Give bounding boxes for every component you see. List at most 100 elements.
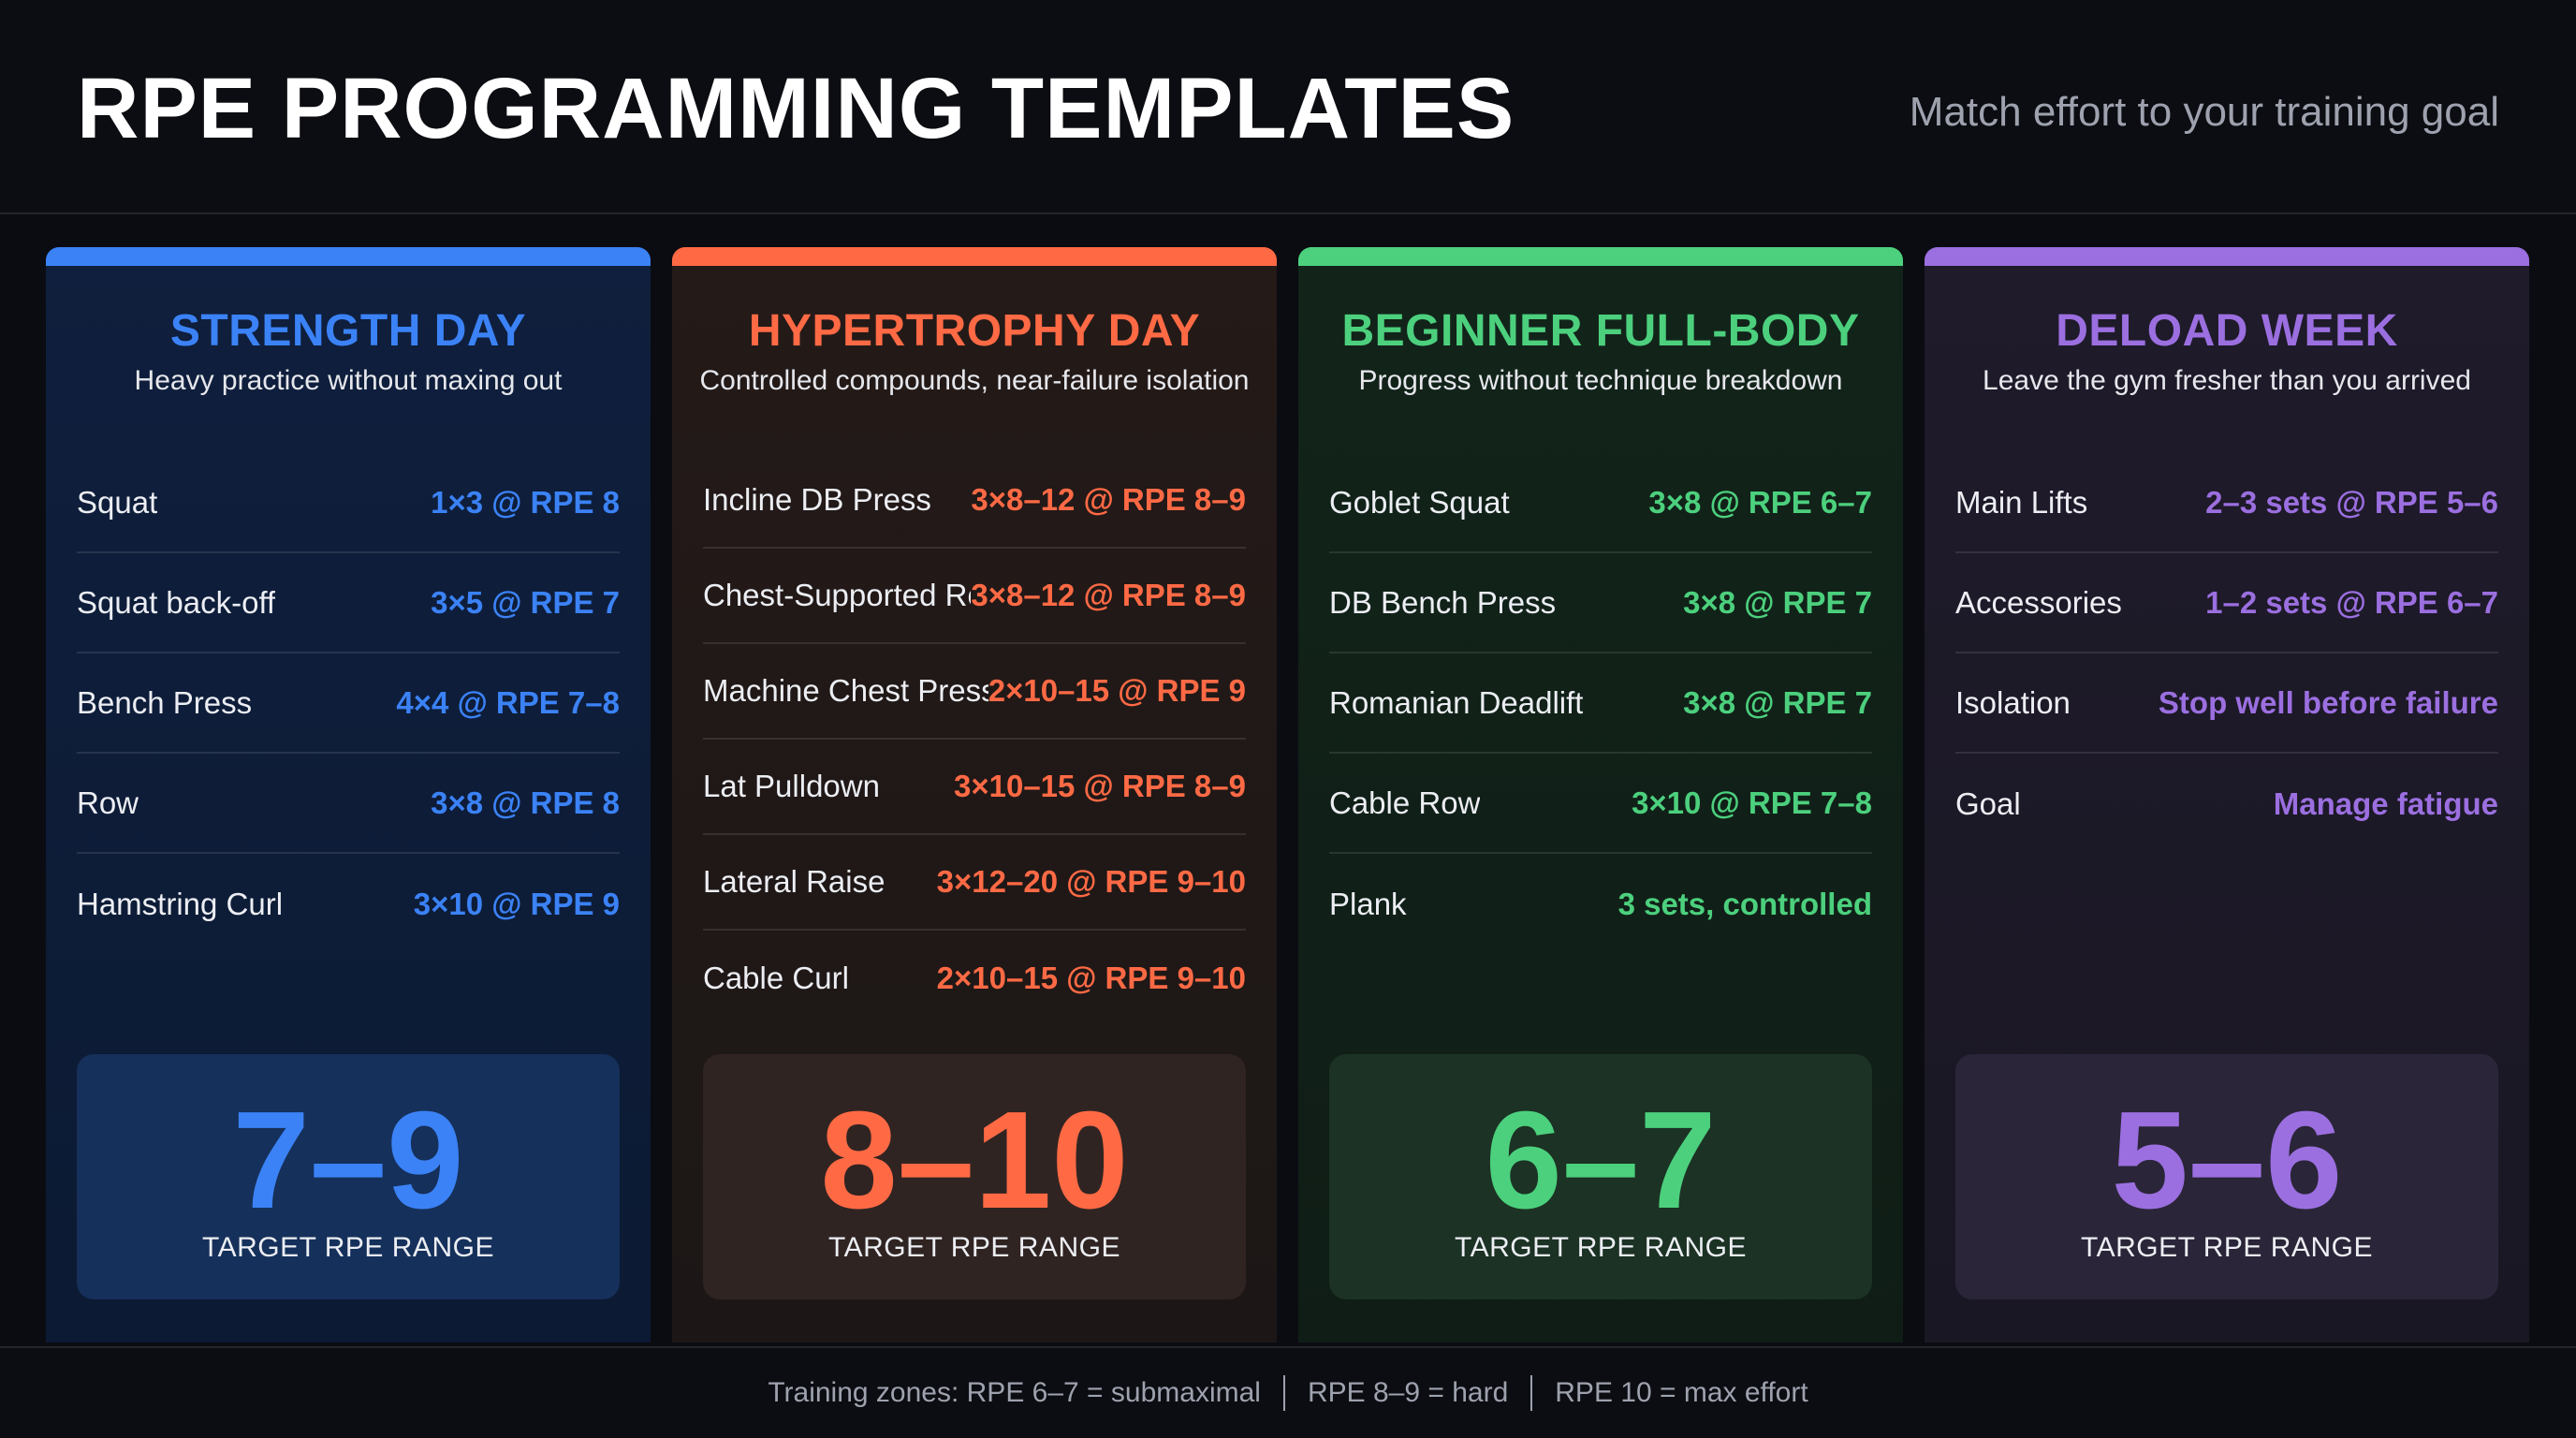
card-beginner-full-body: BEGINNER FULL-BODY Progress without tech…: [1298, 247, 1903, 1343]
rpe-range-box: 8–10 TARGET RPE RANGE: [703, 1054, 1246, 1299]
template-cards: STRENGTH DAY Heavy practice without maxi…: [46, 247, 2530, 1343]
exercise-name: Row: [77, 785, 139, 820]
exercise-prescription: 3×8 @ RPE 8: [431, 785, 620, 820]
exercise-row: Row 3×8 @ RPE 8: [77, 754, 620, 854]
page-header: RPE PROGRAMMING TEMPLATES Match effort t…: [0, 0, 2576, 214]
exercise-name: Hamstring Curl: [77, 886, 284, 921]
exercise-prescription: 2–3 sets @ RPE 5–6: [2205, 484, 2498, 520]
exercise-name: Goblet Squat: [1329, 484, 1510, 520]
exercise-row: Lateral Raise 3×12–20 @ RPE 9–10: [703, 835, 1246, 931]
exercise-prescription: 3×8 @ RPE 7: [1683, 684, 1872, 720]
exercise-name: Romanian Deadlift: [1329, 684, 1584, 720]
exercise-row: Squat 1×3 @ RPE 8: [77, 453, 620, 553]
rpe-range-label: TARGET RPE RANGE: [202, 1232, 494, 1263]
rpe-range-value: 7–9: [232, 1083, 464, 1238]
exercise-prescription: 3×10 @ RPE 9: [413, 886, 620, 921]
card-hypertrophy-day: HYPERTROPHY DAY Controlled compounds, ne…: [672, 247, 1277, 1343]
rpe-range-box: 7–9 TARGET RPE RANGE: [77, 1054, 620, 1299]
exercise-prescription: 3×8 @ RPE 6–7: [1648, 484, 1872, 520]
exercise-prescription: 1–2 sets @ RPE 6–7: [2205, 584, 2498, 620]
exercise-prescription: 3×8–12 @ RPE 8–9: [971, 482, 1246, 517]
exercise-row: Goal Manage fatigue: [1955, 754, 2498, 854]
exercise-prescription: 3 sets, controlled: [1617, 886, 1872, 921]
exercise-prescription: 3×10 @ RPE 7–8: [1632, 785, 1872, 820]
footer-divider: [1530, 1375, 1533, 1411]
footer-divider: [1282, 1375, 1285, 1411]
card-strength-day: STRENGTH DAY Heavy practice without maxi…: [46, 247, 651, 1343]
card-title: HYPERTROPHY DAY: [748, 306, 1201, 356]
exercise-name: Main Lifts: [1955, 484, 2088, 520]
card-deload-week: DELOAD WEEK Leave the gym fresher than y…: [1925, 247, 2529, 1343]
exercise-name: Cable Row: [1329, 785, 1481, 820]
exercise-list: Squat 1×3 @ RPE 8 Squat back-off 3×5 @ R…: [77, 453, 620, 954]
footer-zone-max: RPE 10 = max effort: [1555, 1377, 1808, 1408]
page-title: RPE PROGRAMMING TEMPLATES: [77, 61, 1515, 156]
rpe-range-box: 6–7 TARGET RPE RANGE: [1329, 1054, 1872, 1299]
rpe-range-value: 5–6: [2111, 1083, 2343, 1238]
exercise-row: Cable Row 3×10 @ RPE 7–8: [1329, 754, 1872, 854]
rpe-range-label: TARGET RPE RANGE: [828, 1232, 1120, 1263]
footer-zone-hard: RPE 8–9 = hard: [1307, 1377, 1509, 1408]
footer-zone-submaximal: Training zones: RPE 6–7 = submaximal: [768, 1377, 1261, 1408]
exercise-name: Lat Pulldown: [703, 769, 880, 803]
exercise-prescription: 4×4 @ RPE 7–8: [396, 684, 620, 720]
card-title: STRENGTH DAY: [169, 306, 527, 356]
exercise-row: Main Lifts 2–3 sets @ RPE 5–6: [1955, 453, 2498, 553]
exercise-row: Romanian Deadlift 3×8 @ RPE 7: [1329, 653, 1872, 754]
exercise-row: Machine Chest Press 2×10–15 @ RPE 9: [703, 644, 1246, 740]
exercise-row: Squat back-off 3×5 @ RPE 7: [77, 553, 620, 653]
exercise-row: Cable Curl 2×10–15 @ RPE 9–10: [703, 931, 1246, 1026]
exercise-name: Squat back-off: [77, 584, 276, 620]
card-title: BEGINNER FULL-BODY: [1341, 306, 1860, 356]
exercise-row: Lat Pulldown 3×10–15 @ RPE 8–9: [703, 740, 1246, 835]
exercise-prescription: 3×12–20 @ RPE 9–10: [936, 864, 1246, 899]
page-subtitle: Match effort to your training goal: [1909, 89, 2499, 135]
rpe-range-box: 5–6 TARGET RPE RANGE: [1955, 1054, 2498, 1299]
exercise-prescription: Stop well before failure: [2158, 684, 2498, 720]
exercise-list: Incline DB Press 3×8–12 @ RPE 8–9 Chest-…: [703, 453, 1246, 1026]
exercise-prescription: 3×5 @ RPE 7: [431, 584, 620, 620]
exercise-name: DB Bench Press: [1329, 584, 1557, 620]
rpe-range-value: 8–10: [820, 1083, 1129, 1238]
exercise-name: Goal: [1955, 785, 2021, 821]
exercise-prescription: 3×8–12 @ RPE 8–9: [971, 578, 1246, 612]
card-accent-bar: [1925, 247, 2529, 266]
exercise-row: Hamstring Curl 3×10 @ RPE 9: [77, 854, 620, 954]
exercise-name: Machine Chest Press: [703, 673, 988, 708]
exercise-prescription: Manage fatigue: [2273, 785, 2498, 821]
exercise-prescription: 3×10–15 @ RPE 8–9: [954, 769, 1246, 803]
card-accent-bar: [46, 247, 651, 266]
card-subtitle: Heavy practice without maxing out: [134, 365, 563, 396]
exercise-name: Cable Curl: [703, 961, 849, 995]
exercise-row: DB Bench Press 3×8 @ RPE 7: [1329, 553, 1872, 653]
exercise-list: Main Lifts 2–3 sets @ RPE 5–6 Accessorie…: [1955, 453, 2498, 854]
exercise-row: Isolation Stop well before failure: [1955, 653, 2498, 754]
exercise-row: Plank 3 sets, controlled: [1329, 854, 1872, 954]
exercise-name: Incline DB Press: [703, 482, 931, 517]
exercise-row: Bench Press 4×4 @ RPE 7–8: [77, 653, 620, 754]
exercise-name: Lateral Raise: [703, 864, 886, 899]
exercise-prescription: 3×8 @ RPE 7: [1683, 584, 1872, 620]
rpe-range-label: TARGET RPE RANGE: [2081, 1232, 2373, 1263]
exercise-name: Squat: [77, 484, 158, 520]
card-subtitle: Progress without technique breakdown: [1358, 365, 1843, 396]
exercise-list: Goblet Squat 3×8 @ RPE 6–7 DB Bench Pres…: [1329, 453, 1872, 954]
footer-legend: Training zones: RPE 6–7 = submaximal RPE…: [0, 1346, 2576, 1438]
exercise-name: Accessories: [1955, 584, 2122, 620]
card-accent-bar: [1298, 247, 1903, 266]
card-subtitle: Leave the gym fresher than you arrived: [1983, 365, 2471, 396]
exercise-prescription: 2×10–15 @ RPE 9: [988, 673, 1246, 708]
card-title: DELOAD WEEK: [2056, 306, 2398, 356]
exercise-row: Accessories 1–2 sets @ RPE 6–7: [1955, 553, 2498, 653]
exercise-prescription: 1×3 @ RPE 8: [431, 484, 620, 520]
exercise-prescription: 2×10–15 @ RPE 9–10: [936, 961, 1246, 995]
exercise-name: Isolation: [1955, 684, 2071, 720]
rpe-range-value: 6–7: [1485, 1083, 1717, 1238]
exercise-name: Bench Press: [77, 684, 253, 720]
exercise-name: Chest-Supported Row: [703, 578, 971, 612]
card-subtitle: Controlled compounds, near-failure isola…: [699, 365, 1250, 396]
exercise-name: Plank: [1329, 886, 1407, 921]
card-accent-bar: [672, 247, 1277, 266]
exercise-row: Chest-Supported Row 3×8–12 @ RPE 8–9: [703, 549, 1246, 644]
exercise-row: Incline DB Press 3×8–12 @ RPE 8–9: [703, 453, 1246, 549]
